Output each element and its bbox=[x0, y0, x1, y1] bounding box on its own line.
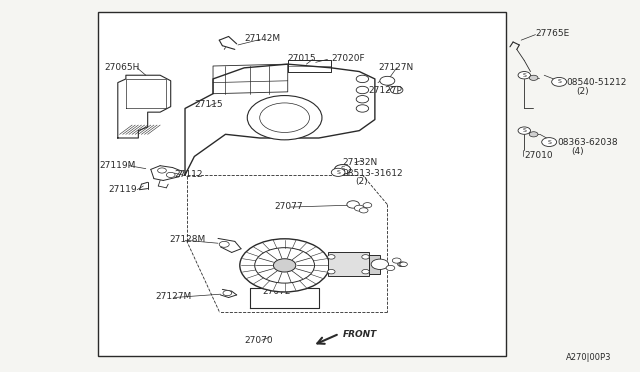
Circle shape bbox=[400, 262, 408, 266]
Text: 08363-62038: 08363-62038 bbox=[557, 138, 618, 147]
Circle shape bbox=[355, 205, 364, 211]
Text: (4): (4) bbox=[571, 147, 584, 156]
Text: S: S bbox=[340, 166, 345, 172]
Circle shape bbox=[328, 269, 335, 274]
Text: FRONT: FRONT bbox=[342, 330, 377, 339]
Circle shape bbox=[356, 86, 369, 94]
Circle shape bbox=[166, 172, 175, 177]
Text: 27010: 27010 bbox=[524, 151, 553, 160]
Circle shape bbox=[255, 248, 314, 283]
Text: 27072: 27072 bbox=[263, 287, 291, 296]
Circle shape bbox=[399, 262, 406, 266]
Text: 27077: 27077 bbox=[274, 202, 303, 211]
Circle shape bbox=[220, 241, 229, 247]
Text: S: S bbox=[547, 140, 551, 145]
Text: 27127N: 27127N bbox=[378, 63, 413, 72]
Circle shape bbox=[347, 201, 359, 208]
Circle shape bbox=[362, 269, 369, 274]
Circle shape bbox=[260, 103, 310, 132]
Polygon shape bbox=[328, 253, 369, 276]
Text: 27112: 27112 bbox=[175, 170, 203, 179]
Text: 27127P: 27127P bbox=[369, 86, 403, 94]
Circle shape bbox=[541, 138, 557, 147]
Text: A270|00P3: A270|00P3 bbox=[566, 353, 611, 362]
Text: 27132N: 27132N bbox=[342, 157, 378, 167]
Circle shape bbox=[371, 259, 388, 269]
Circle shape bbox=[247, 96, 322, 140]
Circle shape bbox=[223, 291, 232, 296]
Circle shape bbox=[386, 265, 395, 270]
Circle shape bbox=[392, 258, 401, 263]
Text: 27015: 27015 bbox=[288, 54, 316, 63]
Circle shape bbox=[390, 86, 403, 94]
Circle shape bbox=[335, 164, 351, 174]
Text: S: S bbox=[522, 128, 526, 133]
Circle shape bbox=[362, 255, 369, 259]
Text: 27127M: 27127M bbox=[156, 292, 192, 301]
Text: 27070: 27070 bbox=[244, 336, 273, 345]
Circle shape bbox=[240, 239, 330, 292]
Circle shape bbox=[356, 75, 369, 83]
Text: S: S bbox=[522, 73, 526, 78]
Circle shape bbox=[157, 168, 166, 173]
Circle shape bbox=[518, 71, 531, 79]
Circle shape bbox=[380, 76, 395, 85]
Text: S: S bbox=[557, 79, 561, 84]
Text: 27765E: 27765E bbox=[536, 29, 570, 38]
Text: 27142M: 27142M bbox=[244, 34, 280, 43]
Circle shape bbox=[363, 203, 372, 208]
Circle shape bbox=[529, 75, 538, 80]
Text: 27119M: 27119M bbox=[99, 161, 136, 170]
Circle shape bbox=[397, 262, 405, 266]
Text: 27020F: 27020F bbox=[332, 54, 365, 63]
Text: 27119: 27119 bbox=[108, 185, 137, 194]
Circle shape bbox=[359, 208, 368, 213]
Text: (2): (2) bbox=[355, 177, 367, 186]
Circle shape bbox=[518, 127, 531, 134]
Text: 27128M: 27128M bbox=[170, 235, 205, 244]
Text: 08513-31612: 08513-31612 bbox=[342, 169, 403, 177]
Text: 08540-51212: 08540-51212 bbox=[566, 78, 627, 87]
Text: S: S bbox=[336, 170, 340, 175]
Circle shape bbox=[273, 259, 296, 272]
Bar bbox=[98, 13, 506, 356]
Circle shape bbox=[552, 77, 566, 86]
Circle shape bbox=[328, 255, 335, 259]
Text: 27065H: 27065H bbox=[104, 63, 140, 72]
Text: (2): (2) bbox=[577, 87, 589, 96]
Circle shape bbox=[332, 168, 345, 176]
Text: 27115: 27115 bbox=[195, 100, 223, 109]
Circle shape bbox=[356, 105, 369, 112]
Polygon shape bbox=[369, 255, 380, 274]
Circle shape bbox=[356, 96, 369, 103]
Circle shape bbox=[529, 132, 538, 137]
